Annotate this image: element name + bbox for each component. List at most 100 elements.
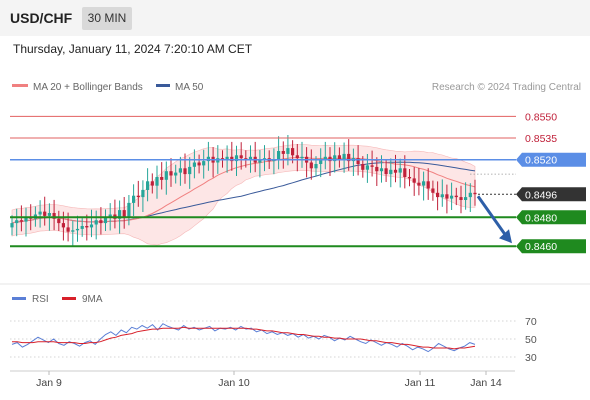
candle: [169, 158, 173, 187]
candle: [281, 141, 285, 169]
price-plot: [10, 135, 477, 247]
candle: [174, 164, 178, 184]
candle: [473, 179, 477, 206]
level-label: 0.8480: [525, 212, 557, 224]
price-levels: 0.8550 0.8535 0.8520 0.8496 0.8480 0.8460: [10, 111, 586, 254]
candle: [403, 155, 407, 189]
legend-rsi-swatch: [12, 297, 26, 300]
forecast-arrow: [476, 195, 512, 244]
candle: [160, 162, 164, 190]
candle: [295, 144, 299, 172]
level-label: 0.8550: [525, 111, 557, 123]
research-credit: Research © 2024 Trading Central: [432, 82, 581, 93]
candle: [89, 209, 94, 238]
candle: [384, 160, 388, 182]
candle: [155, 165, 159, 199]
level-tag-support: [516, 210, 586, 225]
candle: [57, 210, 61, 231]
candle: [141, 180, 145, 212]
rsi-plot: 70 50 30: [10, 316, 537, 364]
candle: [398, 158, 402, 188]
candle: [319, 148, 323, 178]
candle: [19, 205, 23, 232]
rsi-9ma-line: [12, 326, 476, 350]
candle: [347, 139, 351, 171]
candle: [183, 153, 187, 184]
ma20-line: [11, 157, 476, 224]
candle: [370, 150, 374, 177]
candle: [150, 173, 154, 194]
level-tag-pivot: [516, 152, 586, 167]
rsi-legend: RSI 9MA: [12, 294, 103, 305]
candle: [52, 199, 56, 231]
rsi-tick-label: 50: [525, 334, 537, 346]
candle: [407, 169, 412, 187]
candle: [38, 200, 42, 228]
legend-9ma-swatch: [62, 297, 76, 300]
candle: [277, 136, 281, 170]
candle: [10, 215, 14, 236]
candle: [417, 167, 421, 196]
level-label: 0.8520: [525, 155, 557, 167]
level-tag-support: [516, 239, 586, 254]
header-bar: USD/CHF 30 MIN: [0, 0, 590, 36]
candle: [234, 145, 239, 176]
main-legend: MA 20 + Bollinger Bands MA 50 Research ©…: [12, 82, 581, 93]
candle: [80, 218, 84, 237]
rsi-tick-label: 30: [525, 352, 537, 364]
candle: [300, 141, 304, 168]
candle: [94, 210, 98, 240]
candle: [71, 220, 75, 247]
candle: [24, 207, 28, 237]
candle: [258, 150, 262, 178]
candle: [440, 179, 444, 207]
time-tick-label: Jan 10: [218, 377, 250, 389]
level-label: 0.8496: [525, 189, 557, 201]
level-label: 0.8460: [525, 241, 557, 253]
candle: [445, 184, 449, 214]
candle: [459, 185, 463, 214]
legend-ma20-label: MA 20 + Bollinger Bands: [33, 82, 143, 93]
candle: [164, 161, 168, 195]
candle: [426, 168, 430, 200]
report-datetime: Thursday, January 11, 2024 7:20:10 AM CE…: [13, 42, 253, 56]
legend-ma20-swatch: [12, 84, 28, 87]
candle: [436, 181, 440, 211]
candle: [178, 156, 182, 186]
candle: [127, 195, 131, 226]
legend-ma50-label: MA 50: [175, 82, 204, 93]
candle: [239, 142, 243, 170]
candle: [375, 157, 379, 186]
candle: [43, 196, 47, 226]
candle: [75, 215, 80, 242]
candle: [99, 207, 103, 235]
candle: [323, 141, 327, 170]
candle: [422, 171, 426, 201]
candle: [15, 208, 19, 237]
candle: [197, 154, 201, 174]
timeframe-badge[interactable]: 30 MIN: [82, 7, 132, 30]
time-tick-label: Jan 9: [36, 377, 62, 389]
legend-ma50-swatch: [156, 84, 170, 87]
candle: [431, 180, 435, 201]
time-axis: Jan 9 Jan 10 Jan 11 Jan 14: [36, 371, 502, 389]
level-tag-current: [516, 187, 586, 202]
candle: [389, 158, 393, 188]
candle: [464, 182, 468, 210]
candle: [122, 197, 126, 229]
candle: [262, 145, 267, 172]
level-label: 0.8535: [525, 133, 557, 145]
candle: [188, 157, 192, 189]
candle: [309, 149, 313, 180]
candle: [468, 183, 472, 212]
instrument-title: USD/CHF: [10, 10, 73, 26]
candle: [146, 168, 150, 202]
candle: [103, 209, 108, 231]
candle: [342, 142, 346, 173]
candle: [450, 182, 454, 210]
candle: [454, 187, 458, 206]
legend-rsi-label: RSI: [32, 294, 49, 305]
candle: [412, 167, 416, 196]
